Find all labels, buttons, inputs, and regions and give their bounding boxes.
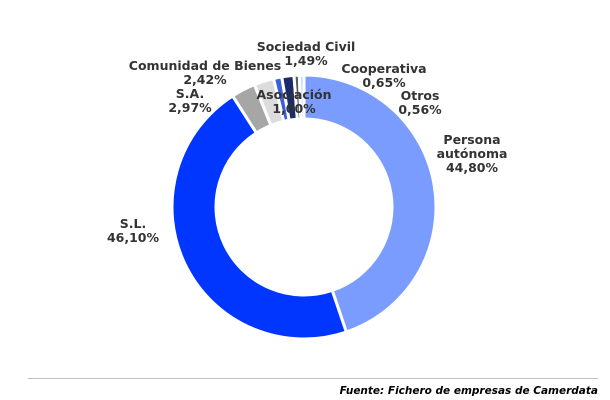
slice-label-sociedad-civil: Sociedad Civil 1,49% bbox=[257, 39, 356, 68]
slice-label-s-a-: S.A. 2,97% bbox=[168, 86, 212, 115]
slice-label-persona-aut-noma: Persona autónoma 44,80% bbox=[437, 132, 508, 175]
donut-slice-s-l- bbox=[170, 93, 349, 341]
donut-slice-persona-aut-noma bbox=[302, 73, 438, 334]
chart-frame-divider bbox=[28, 378, 598, 379]
slice-label-comunidad-de-bienes: Comunidad de Bienes 2,42% bbox=[129, 58, 281, 87]
source-note: Fuente: Fichero de empresas de Camerdata bbox=[339, 385, 598, 397]
slice-label-otros: Otros 0,56% bbox=[398, 88, 442, 117]
donut-slice-otros bbox=[297, 73, 306, 121]
slice-label-asociaci-n: Asociación 1,00% bbox=[256, 87, 331, 116]
slice-label-cooperativa: Cooperativa 0,65% bbox=[341, 61, 426, 90]
slice-label-s-l-: S.L. 46,10% bbox=[107, 216, 160, 245]
